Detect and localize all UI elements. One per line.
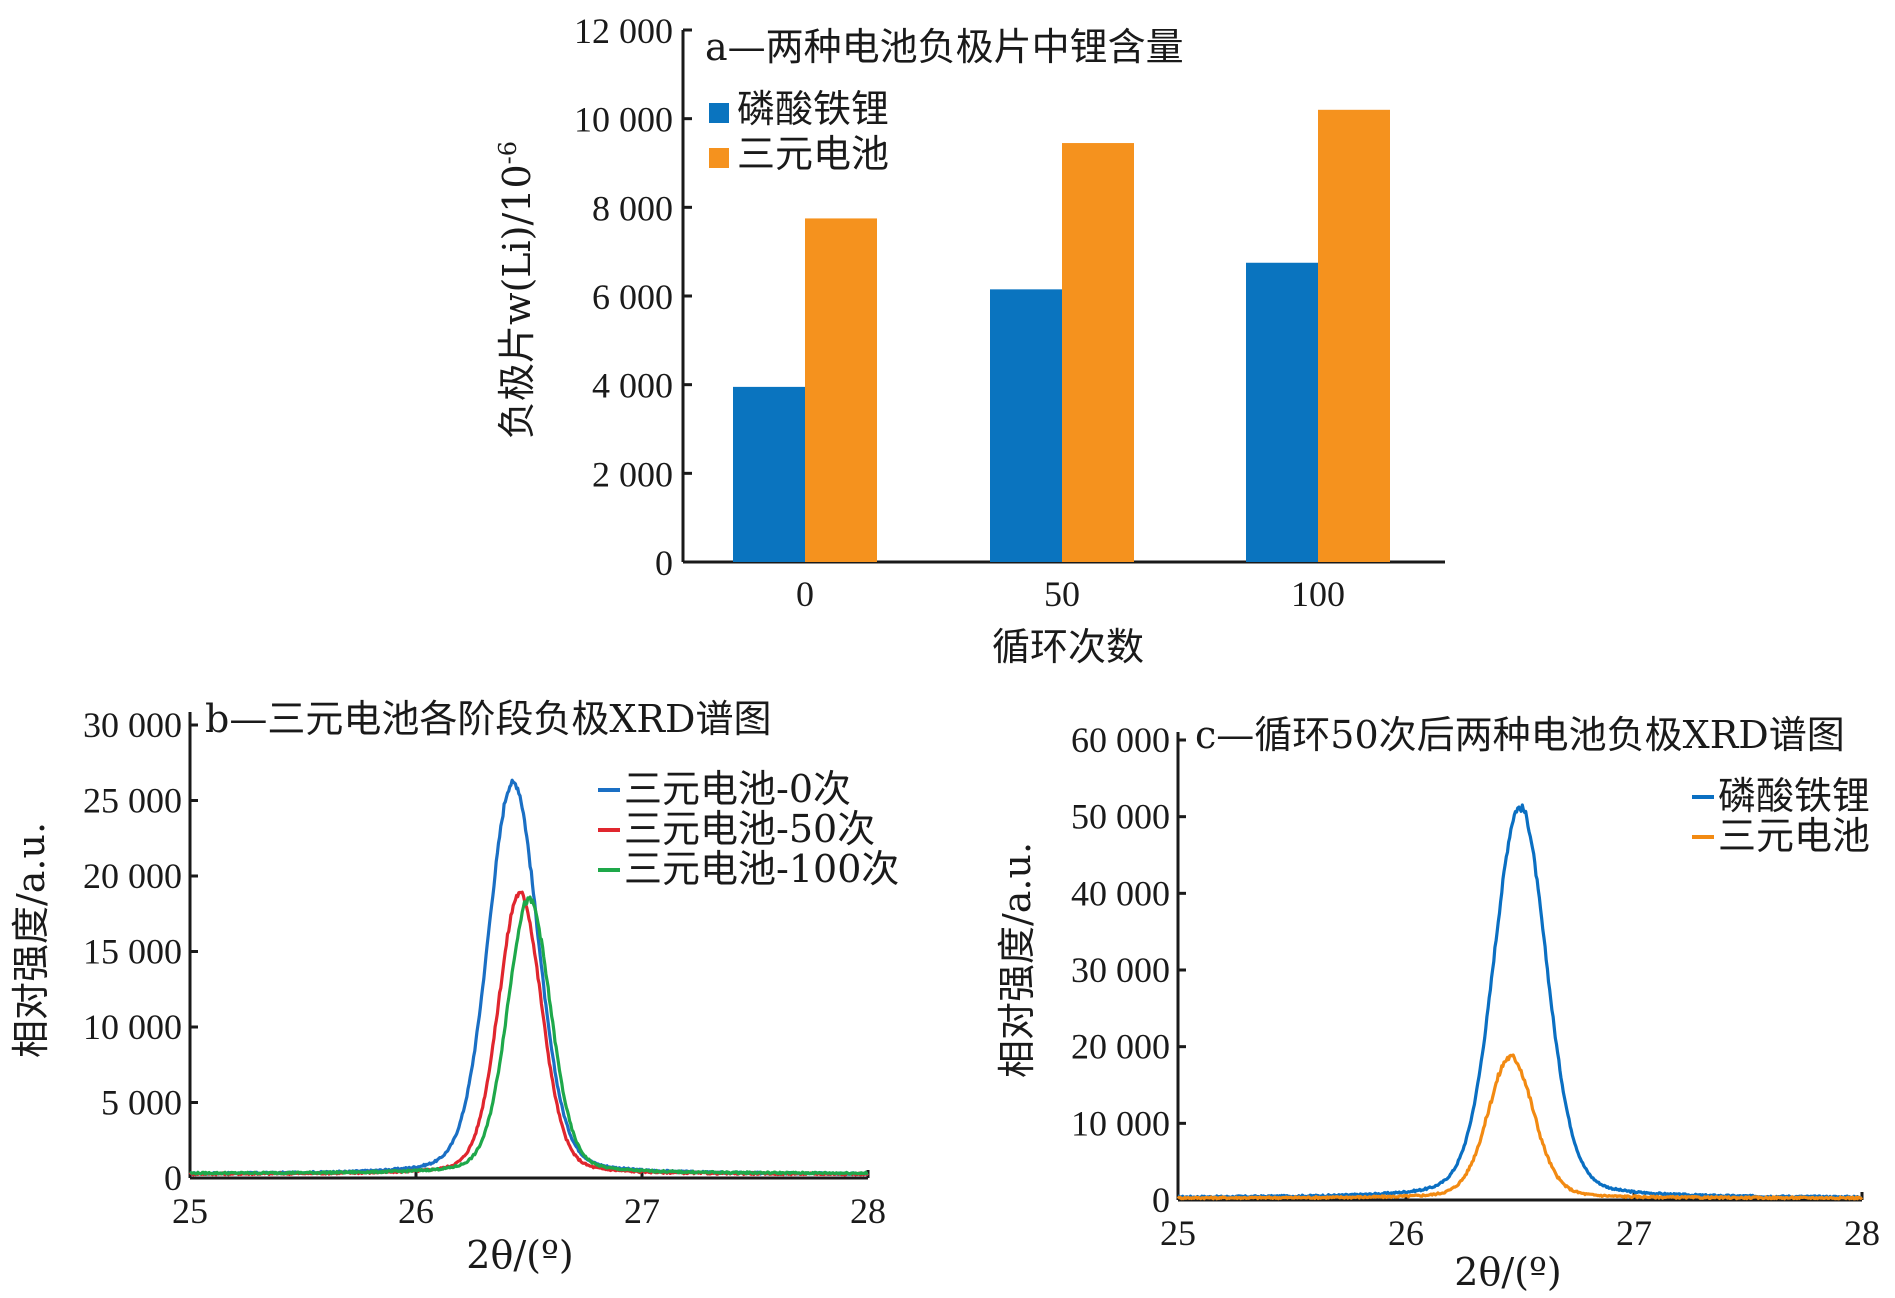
chart-b-legend-label: 三元电池-100次 <box>624 847 899 891</box>
chart-c-y-tick-label: 50 000 <box>1071 797 1170 837</box>
chart-c-series-line <box>1177 803 1863 1200</box>
chart-c-x-tick-label: 28 <box>1844 1213 1880 1253</box>
chart-c-y-tick-label: 0 <box>1152 1180 1170 1220</box>
chart-a-li-content-bar: a—两种电池负极片中锂含量 0 2 000 4 000 6 000 8 000 10 00… <box>494 11 1445 669</box>
chart-c-x-ticks: 25 26 27 28 <box>1160 1192 1880 1253</box>
chart-c-x-tick-label: 27 <box>1616 1213 1652 1253</box>
chart-a-legend-label: 三元电池 <box>737 132 889 176</box>
chart-c-x-tick-label: 26 <box>1388 1213 1424 1253</box>
chart-c-legend-label: 三元电池 <box>1718 814 1870 858</box>
chart-a-bars <box>733 109 1390 563</box>
chart-c-y-tick-label: 10 000 <box>1071 1103 1170 1143</box>
chart-b-series-line <box>188 890 870 1177</box>
chart-b-x-tick-label: 28 <box>850 1191 886 1231</box>
chart-b-y-tick-label: 5 000 <box>101 1083 182 1123</box>
chart-a-y-label-text: 负极片w(Li)/10 <box>495 164 539 439</box>
chart-a-y-tick-label: 4 000 <box>592 366 673 406</box>
chart-b-x-ticks: 25 26 27 28 <box>172 1170 886 1231</box>
chart-c-y-tick-label: 40 000 <box>1071 873 1170 913</box>
chart-c-legend-label: 磷酸铁锂 <box>1718 774 1870 818</box>
chart-b-y-tick-label: 10 000 <box>83 1007 182 1047</box>
chart-b-y-tick-label: 15 000 <box>83 932 182 972</box>
chart-a-bar <box>1246 262 1318 562</box>
chart-c-series-line <box>1176 1053 1864 1201</box>
chart-a-y-tick-label: 12 000 <box>574 11 673 51</box>
chart-a-x-label: 循环次数 <box>992 625 1144 669</box>
chart-a-title: a—两种电池负极片中锂含量 <box>705 25 1184 69</box>
chart-a-y-tick-label: 0 <box>655 543 673 583</box>
chart-b-y-tick-label: 0 <box>164 1158 182 1198</box>
chart-a-y-tick-label: 10 000 <box>574 100 673 140</box>
chart-b-series-lines <box>188 778 870 1177</box>
chart-b-x-tick-label: 25 <box>172 1191 208 1231</box>
chart-a-bar <box>990 289 1062 562</box>
chart-b-y-tick-label: 20 000 <box>83 856 182 896</box>
chart-b-y-tick-label: 25 000 <box>83 781 182 821</box>
chart-c-x-label: 2θ/(º) <box>1454 1250 1561 1294</box>
chart-b-x-tick-label: 27 <box>624 1191 660 1231</box>
chart-a-y-tick-label: 2 000 <box>592 454 673 494</box>
chart-b-y-ticks: 0 5 000 10 000 15 000 20 000 25 000 30 000 <box>83 705 198 1198</box>
chart-b-series-line <box>189 895 869 1176</box>
chart-a-y-ticks: 0 2 000 4 000 6 000 8 000 10 000 12 000 <box>574 11 692 583</box>
chart-c-y-tick-label: 60 000 <box>1071 720 1170 760</box>
chart-a-bar <box>1062 143 1134 563</box>
chart-b-title: b—三元电池各阶段负极XRD谱图 <box>205 697 771 741</box>
chart-c-title: c—循环50次后两种电池负极XRD谱图 <box>1195 713 1845 757</box>
chart-a-bar <box>805 218 877 562</box>
chart-b-y-label: 相对强度/a.u. <box>9 822 53 1058</box>
chart-a-x-tick-label: 50 <box>1044 574 1080 614</box>
chart-a-bar <box>733 386 805 562</box>
chart-b-legend-label: 三元电池-50次 <box>624 807 875 851</box>
chart-a-legend-swatch <box>709 148 729 168</box>
chart-a-x-tick-label: 0 <box>796 574 814 614</box>
chart-a-x-ticks: 0 50 100 <box>796 574 1345 614</box>
chart-c-x-tick-label: 25 <box>1160 1213 1196 1253</box>
chart-c-series-lines <box>1176 803 1864 1201</box>
chart-c-y-tick-label: 20 000 <box>1071 1027 1170 1067</box>
chart-a-legend-label: 磷酸铁锂 <box>737 87 889 131</box>
chart-c-y-ticks: 0 10 000 20 000 30 000 40 000 50 000 60 000 <box>1071 720 1186 1220</box>
chart-a-y-label: 负极片w(Li)/10-6 <box>494 141 539 439</box>
chart-c-y-label: 相对强度/a.u. <box>995 842 1039 1078</box>
chart-c-y-tick-label: 30 000 <box>1071 950 1170 990</box>
chart-a-legend-swatch <box>709 103 729 123</box>
chart-b-x-label: 2θ/(º) <box>466 1233 573 1277</box>
chart-b-legend-label: 三元电池-0次 <box>624 767 851 811</box>
chart-b-x-tick-label: 26 <box>398 1191 434 1231</box>
chart-a-x-tick-label: 100 <box>1291 574 1345 614</box>
chart-a-y-tick-label: 8 000 <box>592 188 673 228</box>
chart-b-y-tick-label: 30 000 <box>83 705 182 745</box>
chart-c-xrd-comparison: c—循环50次后两种电池负极XRD谱图 0 10 000 20 000 30 000 4… <box>995 713 1880 1294</box>
chart-b-xrd-ncm-stages: b—三元电池各阶段负极XRD谱图 0 5 000 10 000 15 000 20 00… <box>9 697 899 1277</box>
chart-a-bar <box>1318 109 1390 563</box>
chart-a-y-tick-label: 6 000 <box>592 277 673 317</box>
chart-a-y-label-superscript: -6 <box>494 141 522 164</box>
